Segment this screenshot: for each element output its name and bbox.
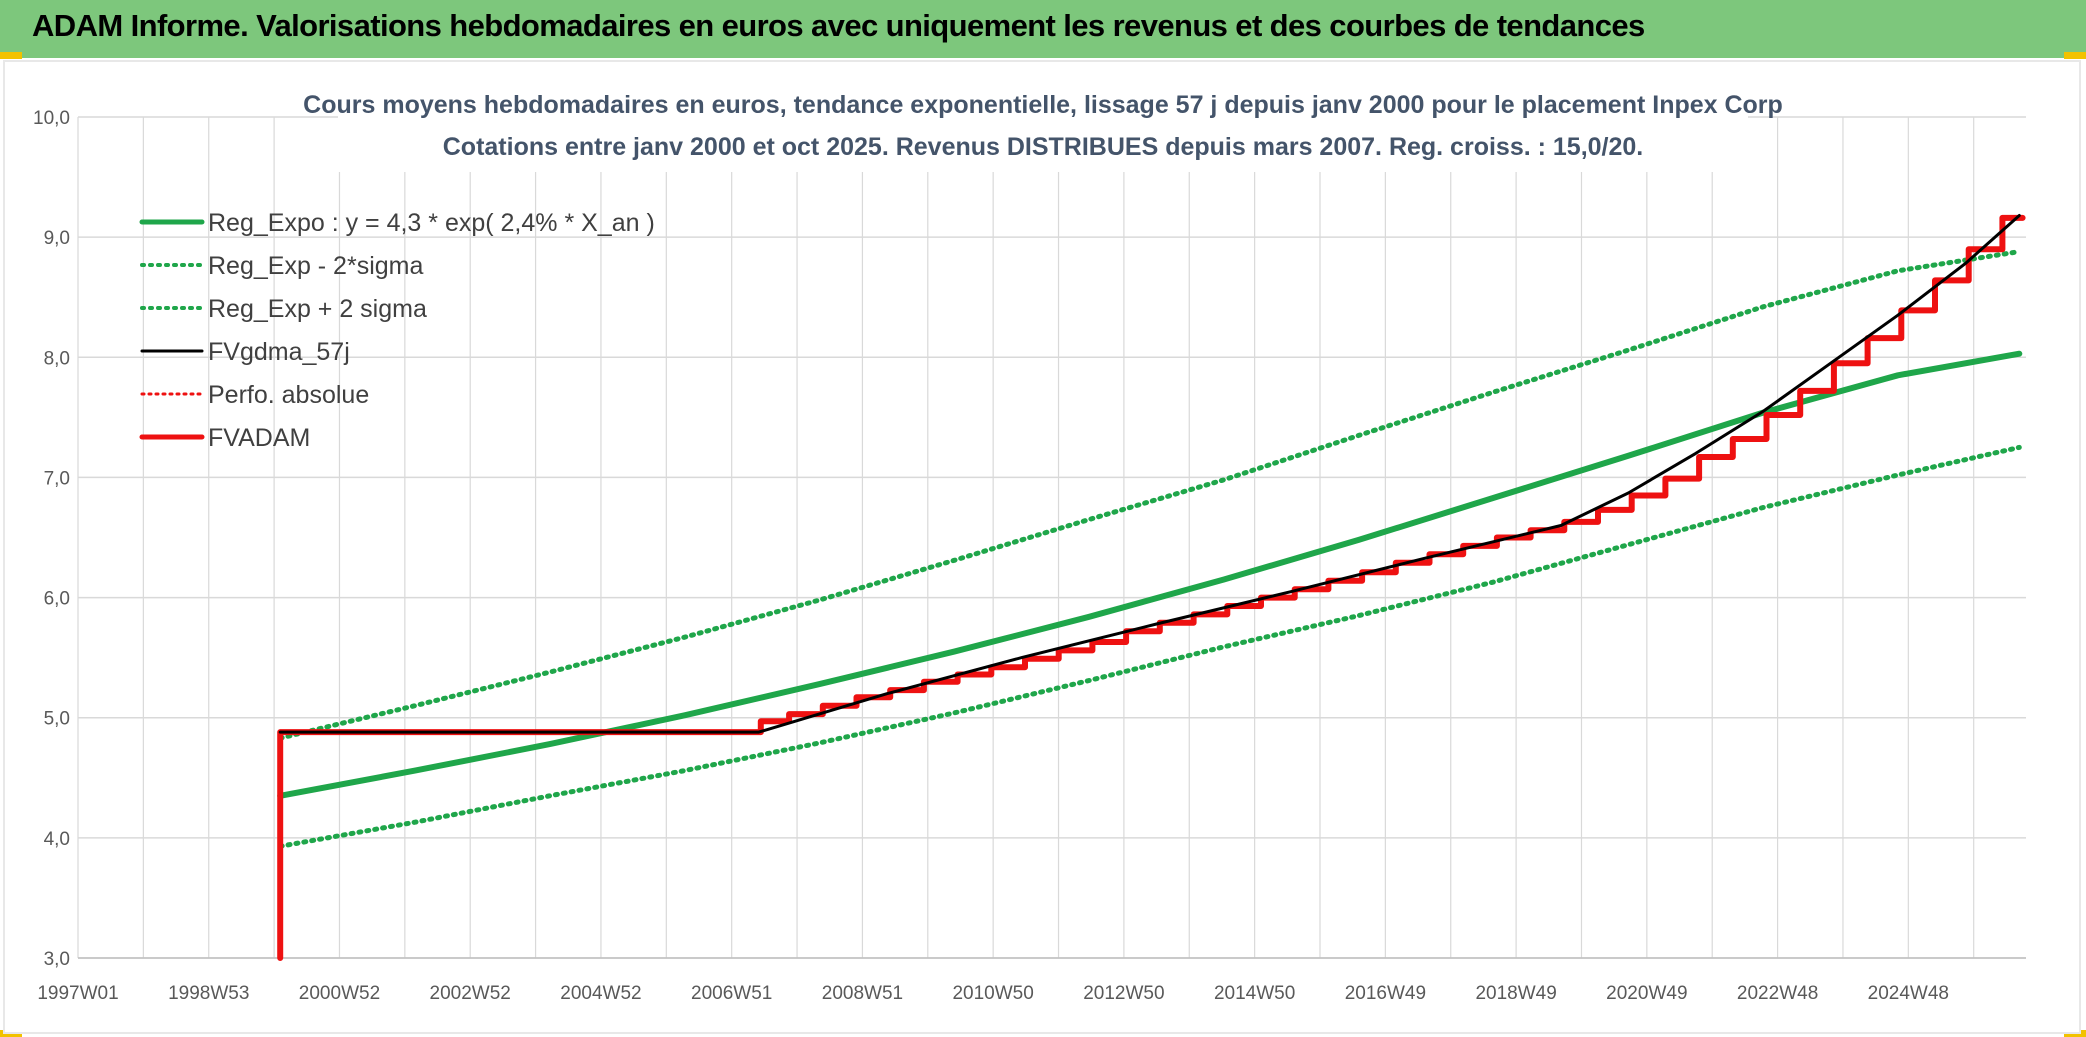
x-tick-label: 1998W53 [168, 983, 249, 1004]
y-tick-label: 6,0 [44, 589, 70, 610]
x-tick-label: 2022W48 [1737, 983, 1818, 1004]
x-tick-label: 2002W52 [430, 983, 511, 1004]
corner-mark [0, 52, 22, 59]
x-tick-label: 2016W49 [1345, 983, 1426, 1004]
y-tick-label: 9,0 [44, 228, 70, 249]
grid-lines [77, 116, 2026, 959]
chart-frame [3, 60, 2081, 1034]
y-tick-label: 5,0 [44, 709, 70, 730]
x-tick-label: 2008W51 [822, 983, 903, 1004]
series-line-5 [277, 214, 2026, 961]
legend-label: FVADAM [208, 424, 310, 452]
legend-label: Reg_Exp - 2*sigma [208, 252, 423, 280]
series-lines [277, 214, 2026, 961]
axis-labels: 3,0 4,0 5,0 6,0 7,0 8,0 9,0 10,0 1997W01 1998W53 2… [33, 108, 1949, 1004]
header-banner: ADAM Informe. Valorisations hebdomadaire… [0, 0, 2086, 58]
x-tick-label: 2018W49 [1475, 983, 1556, 1004]
y-tick-label: 8,0 [44, 348, 70, 369]
series-line-0 [277, 350, 2023, 799]
corner-mark [2064, 52, 2086, 59]
x-tick-label: 2006W51 [691, 983, 772, 1004]
y-tick-label: 10,0 [33, 108, 70, 129]
chart-title: Cours moyens hebdomadaires en euros, ten… [303, 91, 1783, 119]
series-line-1 [277, 444, 2022, 849]
report-title: ADAM Informe. Valorisations hebdomadaire… [32, 8, 1645, 43]
y-tick-label: 4,0 [44, 829, 70, 850]
series-line-2 [277, 249, 2022, 741]
x-tick-label: 2000W52 [299, 983, 380, 1004]
y-tick-label: 7,0 [44, 468, 70, 489]
legend: Reg_Expo : y = 4,3 * exp( 2,4% * X_an ) R… [139, 209, 655, 452]
legend-label: Reg_Expo : y = 4,3 * exp( 2,4% * X_an ) [208, 209, 655, 237]
y-tick-label: 3,0 [44, 949, 70, 970]
title-backdrop [338, 86, 1748, 172]
series-line-3 [278, 214, 2021, 734]
x-tick-label: 2010W50 [952, 983, 1033, 1004]
x-tick-label: 2004W52 [560, 983, 641, 1004]
legend-label: Reg_Exp + 2 sigma [208, 295, 427, 323]
legend-label: Perfo. absolue [208, 381, 369, 409]
x-tick-label: 2024W48 [1868, 983, 1949, 1004]
x-tick-label: 2012W50 [1083, 983, 1164, 1004]
x-tick-label: 2014W50 [1214, 983, 1295, 1004]
x-tick-label: 1997W01 [37, 983, 118, 1004]
legend-label: FVgdma_57j [208, 338, 350, 366]
x-tick-label: 2020W49 [1606, 983, 1687, 1004]
chart-subtitle: Cotations entre janv 2000 et oct 2025. R… [443, 133, 1644, 161]
